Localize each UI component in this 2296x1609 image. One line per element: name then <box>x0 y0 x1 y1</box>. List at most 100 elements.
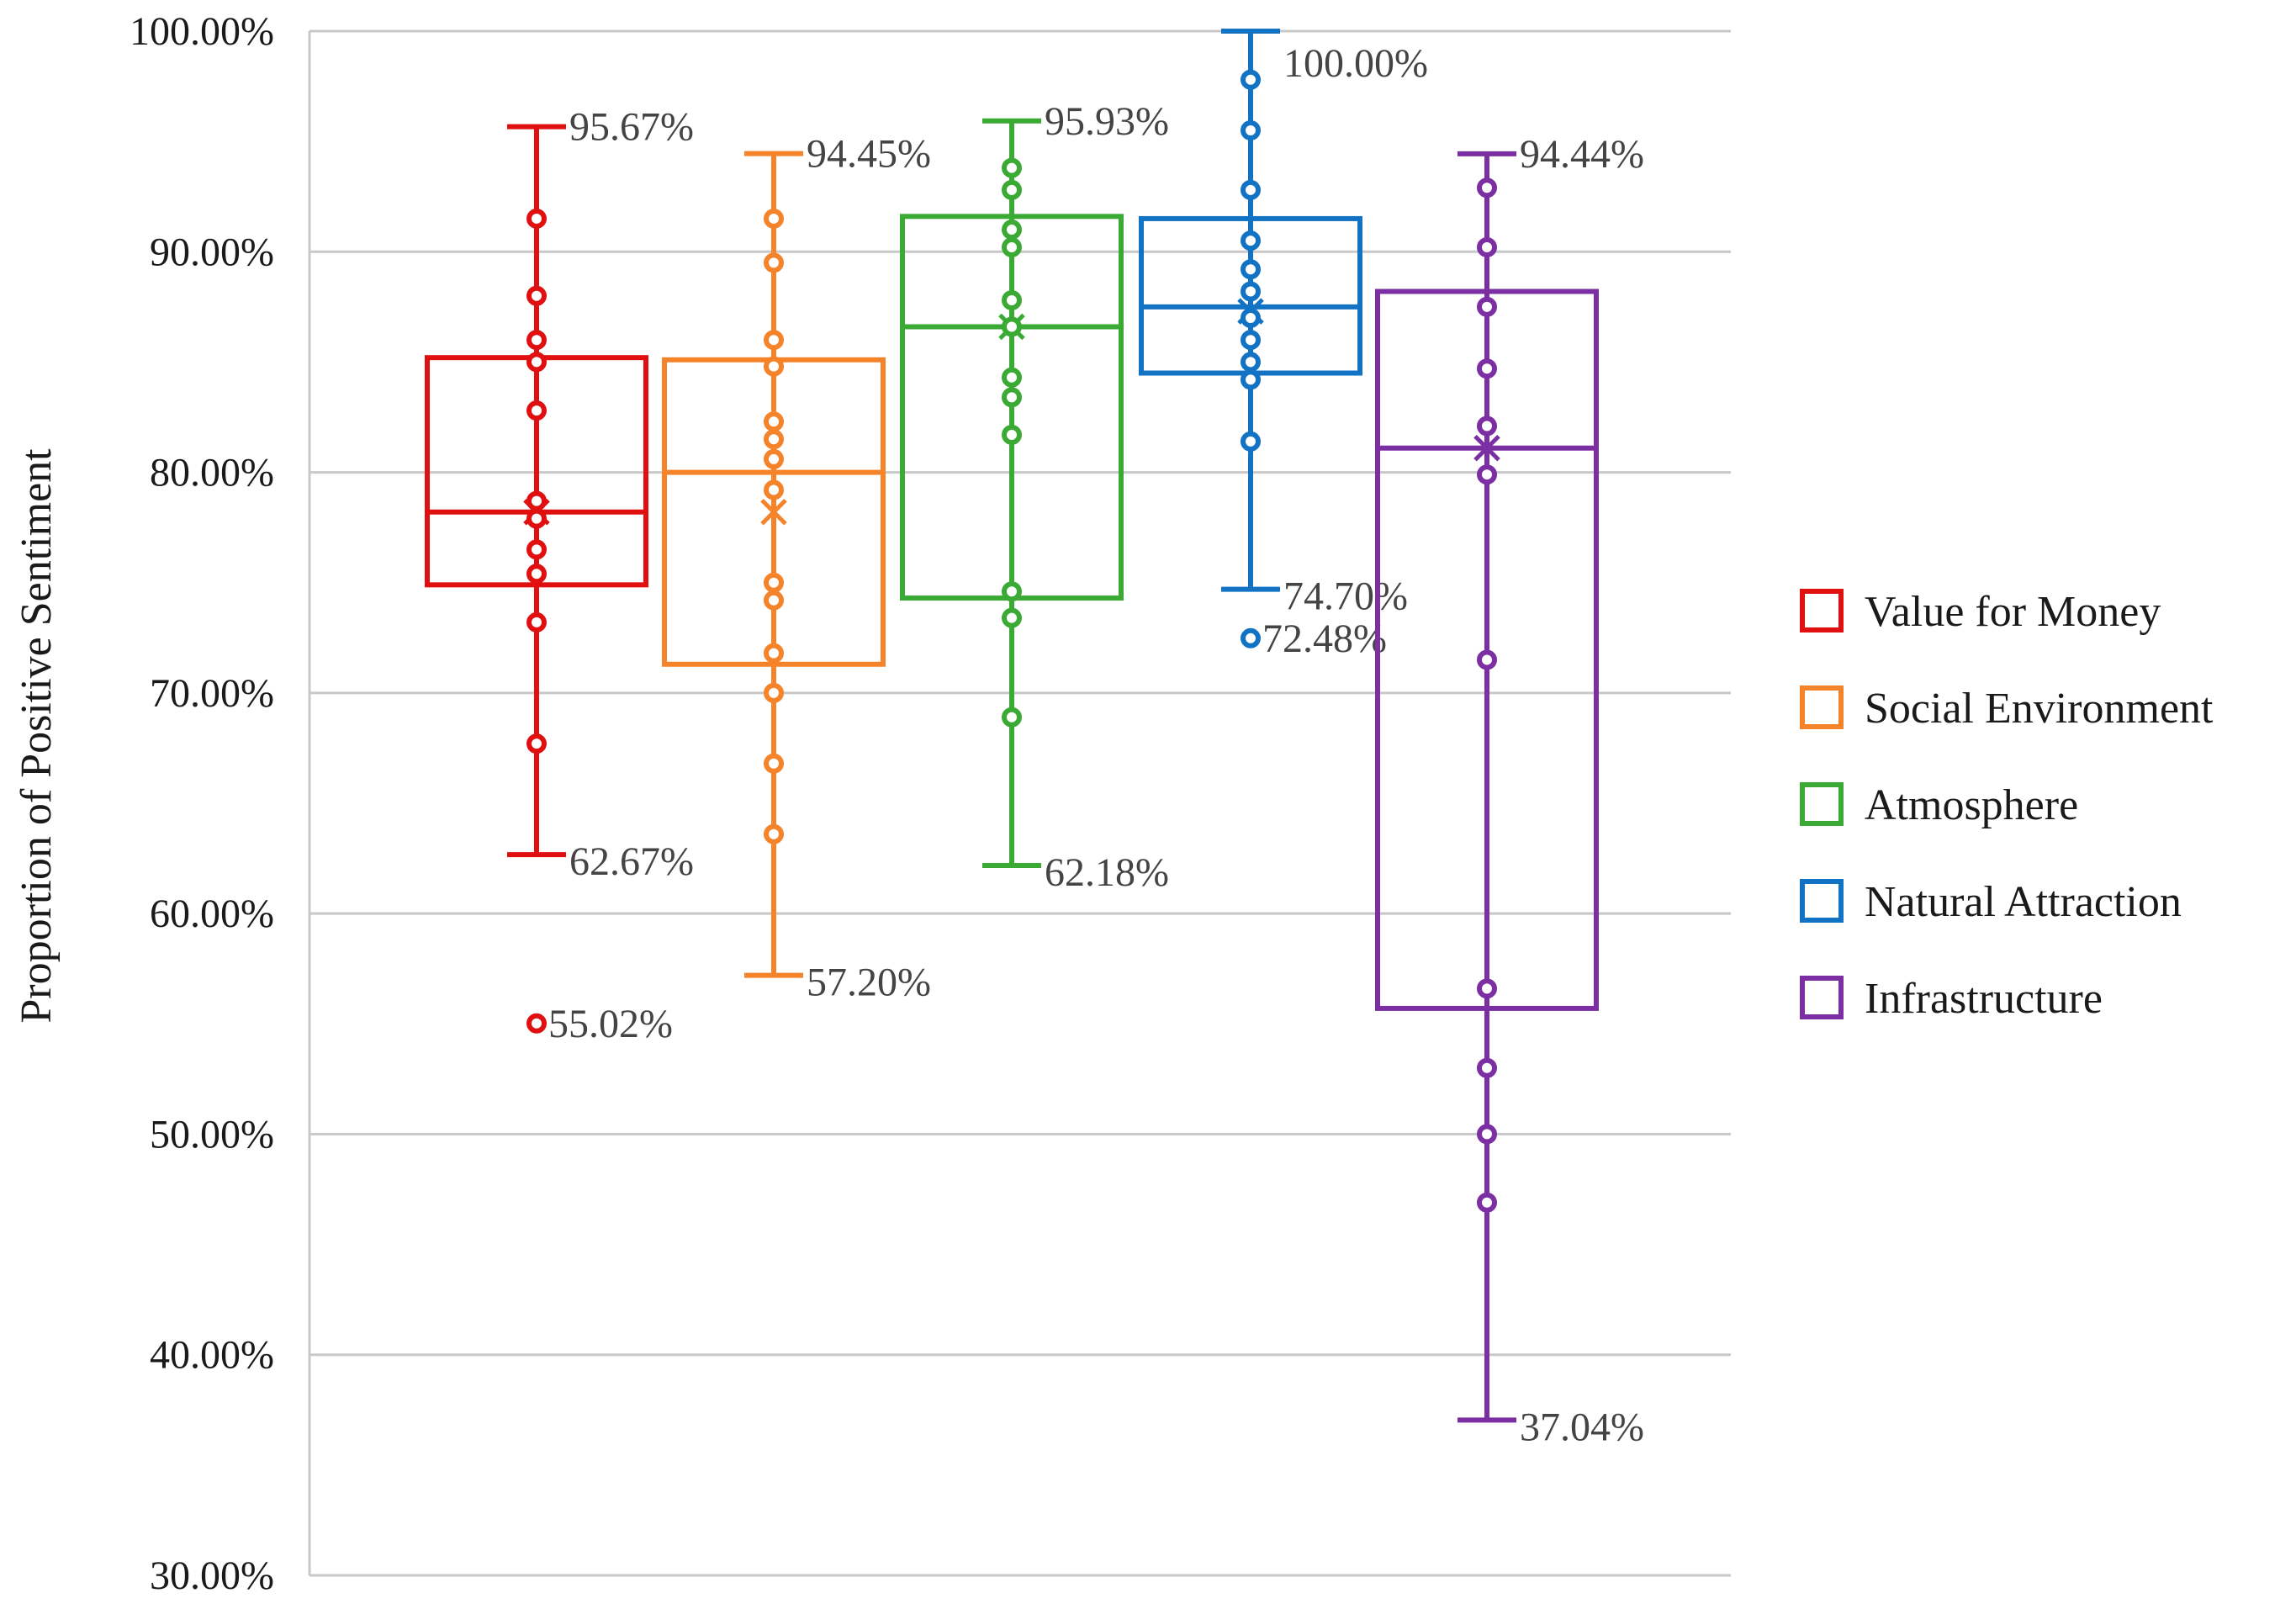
data-point <box>1002 220 1022 241</box>
data-point <box>1002 237 1022 258</box>
whisker-high-label: 95.67% <box>569 105 694 150</box>
whisker-high-label: 94.45% <box>807 132 931 177</box>
legend-swatch <box>1800 685 1844 729</box>
data-point <box>526 611 547 632</box>
data-point <box>1241 352 1261 373</box>
data-point <box>526 208 547 229</box>
data-point <box>1477 177 1497 198</box>
legend-item: Natural Attraction <box>1800 878 2182 926</box>
y-tick-label: 60.00% <box>150 892 274 936</box>
data-point <box>1477 649 1497 670</box>
gridlines <box>309 29 1731 1577</box>
box-atmosphere: 95.93% 62.18% <box>900 99 1169 895</box>
legend-label: Natural Attraction <box>1865 878 2182 926</box>
data-point <box>1002 367 1022 388</box>
legend-item: Value for Money <box>1800 588 2161 636</box>
y-tick-label: 90.00% <box>150 230 274 274</box>
data-point <box>764 429 784 450</box>
data-point <box>1002 607 1022 628</box>
data-point <box>764 208 784 229</box>
data-point <box>764 682 784 703</box>
data-point <box>1477 358 1497 379</box>
data-point <box>1241 307 1261 328</box>
data-point <box>1241 431 1261 452</box>
data-point <box>1241 330 1261 351</box>
data-point <box>764 479 784 500</box>
data-point <box>526 564 547 585</box>
y-axis: 30.00% 40.00% 50.00% 60.00% 70.00% 80.00% 90.0… <box>130 9 311 1598</box>
y-tick-label: 70.00% <box>150 671 274 716</box>
box-social-environment: 94.45% 57.20% <box>662 132 931 1005</box>
box-infrastructure: 94.44% 37.04% <box>1375 132 1644 1449</box>
legend-swatch <box>1800 589 1844 632</box>
mean-marker <box>760 499 787 526</box>
y-tick-label: 50.00% <box>150 1112 274 1156</box>
data-point <box>1477 415 1497 437</box>
data-point <box>526 490 547 511</box>
data-point <box>1477 464 1497 485</box>
box-natural-attraction: 72.48% 100.00% 74.70% <box>1139 29 1428 661</box>
data-point <box>526 330 547 351</box>
data-point <box>1241 369 1261 390</box>
data-point <box>526 400 547 421</box>
whisker-high-label: 94.44% <box>1520 132 1644 177</box>
legend-swatch <box>1800 782 1844 826</box>
legend-item: Infrastructure <box>1800 975 2103 1023</box>
data-point <box>764 590 784 611</box>
outlier-label: 72.48% <box>1262 617 1387 661</box>
data-point <box>526 285 547 306</box>
whisker-low-label: 57.20% <box>807 961 931 1005</box>
y-tick-label: 30.00% <box>150 1553 274 1598</box>
data-point <box>764 411 784 432</box>
data-point <box>526 539 547 560</box>
data-point <box>1477 296 1497 317</box>
box-value-for-money: 55.02% 95.67% 62.67% <box>425 105 694 1046</box>
data-point <box>1002 316 1022 337</box>
legend-swatch <box>1800 976 1844 1019</box>
data-point <box>1477 978 1497 999</box>
data-point <box>1477 1057 1497 1078</box>
data-point <box>1477 237 1497 258</box>
data-point <box>764 252 784 273</box>
data-point <box>1241 230 1261 251</box>
whisker-low-label: 62.18% <box>1045 850 1169 895</box>
data-point <box>1002 581 1022 602</box>
mean-marker <box>1473 434 1500 462</box>
outlier-label: 55.02% <box>548 1002 673 1046</box>
data-point <box>1477 1124 1497 1145</box>
legend-label: Atmosphere <box>1865 781 2078 829</box>
data-point <box>1241 179 1261 200</box>
data-point <box>1241 120 1261 141</box>
data-point <box>1241 259 1261 280</box>
legend-label: Infrastructure <box>1865 975 2103 1023</box>
data-point <box>1241 69 1261 90</box>
data-point <box>1241 281 1261 302</box>
data-point <box>764 356 784 377</box>
data-point <box>764 643 784 664</box>
whisker-low-label: 74.70% <box>1283 574 1408 619</box>
data-point <box>1002 157 1022 178</box>
data-point <box>1002 387 1022 408</box>
data-point <box>764 330 784 351</box>
data-point <box>526 352 547 373</box>
data-point <box>1002 707 1022 728</box>
data-point <box>1002 289 1022 310</box>
box-iqr <box>1375 288 1599 1011</box>
whisker-low-label: 62.67% <box>569 839 694 884</box>
data-point <box>764 572 784 593</box>
legend-label: Social Environment <box>1865 685 2214 733</box>
y-axis-title: Proportion of Positive Sentiment <box>13 448 61 1024</box>
y-tick-label: 100.00% <box>130 9 274 54</box>
data-point <box>764 823 784 844</box>
legend-item: Social Environment <box>1800 685 2214 733</box>
outlier-point <box>526 1013 547 1034</box>
box-series-group: 55.02% 95.67% 62.67% 94.45% 57.20% 95.93% 62.1… <box>425 29 1644 1449</box>
whisker-high-label: 95.93% <box>1045 99 1169 144</box>
data-point <box>526 508 547 529</box>
data-point <box>1002 179 1022 200</box>
whisker-high-label: 100.00% <box>1283 41 1428 86</box>
data-point <box>764 448 784 469</box>
whisker-low-label: 37.04% <box>1520 1405 1644 1449</box>
y-tick-label: 80.00% <box>150 451 274 495</box>
